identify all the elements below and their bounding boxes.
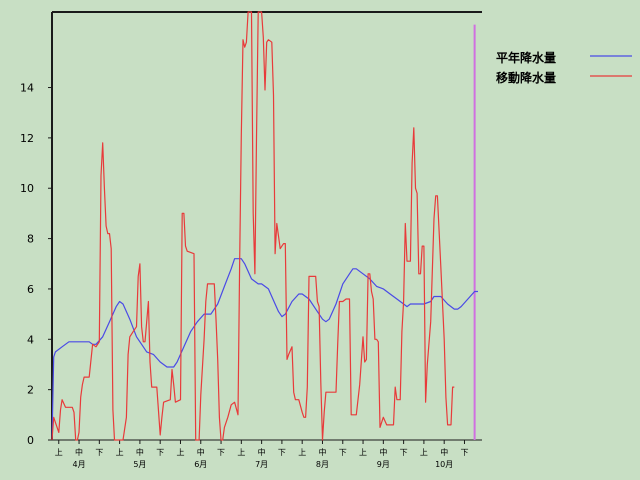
y-tick-label: 6: [27, 283, 34, 296]
x-sub-tick-label: 中: [258, 447, 266, 457]
series-line-2: [51, 11, 455, 441]
y-tick-label: 12: [20, 132, 34, 145]
x-sub-tick-label: 中: [197, 447, 205, 457]
x-month-label: 4月: [73, 460, 86, 469]
y-tick-label: 0: [27, 434, 34, 447]
x-sub-tick-label: 下: [156, 448, 164, 457]
x-month-label: 10月: [435, 460, 453, 469]
y-tick-label: 14: [20, 82, 34, 95]
series-line-1: [51, 258, 478, 441]
x-sub-tick-label: 下: [95, 448, 103, 457]
legend-label-2: 移動降水量: [496, 70, 556, 85]
x-month-label: 9月: [377, 460, 390, 469]
y-tick-label: 4: [27, 333, 34, 346]
x-sub-tick-label: 下: [217, 448, 225, 457]
x-sub-tick-label: 上: [359, 448, 367, 457]
x-sub-tick-label: 下: [460, 448, 468, 457]
x-month-label: 5月: [133, 460, 146, 469]
x-sub-tick-label: 下: [278, 448, 286, 457]
x-sub-tick-label: 上: [55, 448, 63, 457]
x-sub-tick-label: 中: [136, 447, 144, 457]
x-sub-tick-label: 下: [400, 448, 408, 457]
x-sub-tick-label: 中: [318, 447, 326, 457]
x-month-label: 8月: [316, 460, 329, 469]
y-tick-label: 10: [20, 182, 34, 195]
x-month-label: 6月: [194, 460, 207, 469]
series-layer: [51, 11, 478, 441]
y-tick-label: 8: [27, 233, 34, 246]
x-sub-tick-label: 下: [339, 448, 347, 457]
x-sub-tick-label: 中: [440, 447, 448, 457]
legend-label-1: 平年降水量: [496, 50, 556, 65]
axes: 0 2 4 6 8 10 12 14 上 中 下 上 中 下 上 中 下 上 中 下 上 中 下 上 中 下 上 中 下 4月 5月 6月 7月…: [20, 11, 482, 469]
x-sub-tick-label: 上: [237, 448, 245, 457]
x-sub-tick-label: 中: [379, 447, 387, 457]
x-sub-tick-label: 上: [116, 448, 124, 457]
x-sub-tick-label: 中: [75, 447, 83, 457]
x-sub-tick-label: 上: [176, 448, 184, 457]
x-sub-tick-label: 上: [298, 448, 306, 457]
y-tick-label: 2: [27, 384, 34, 397]
x-sub-tick-label: 上: [420, 448, 428, 457]
x-month-label: 7月: [255, 460, 268, 469]
